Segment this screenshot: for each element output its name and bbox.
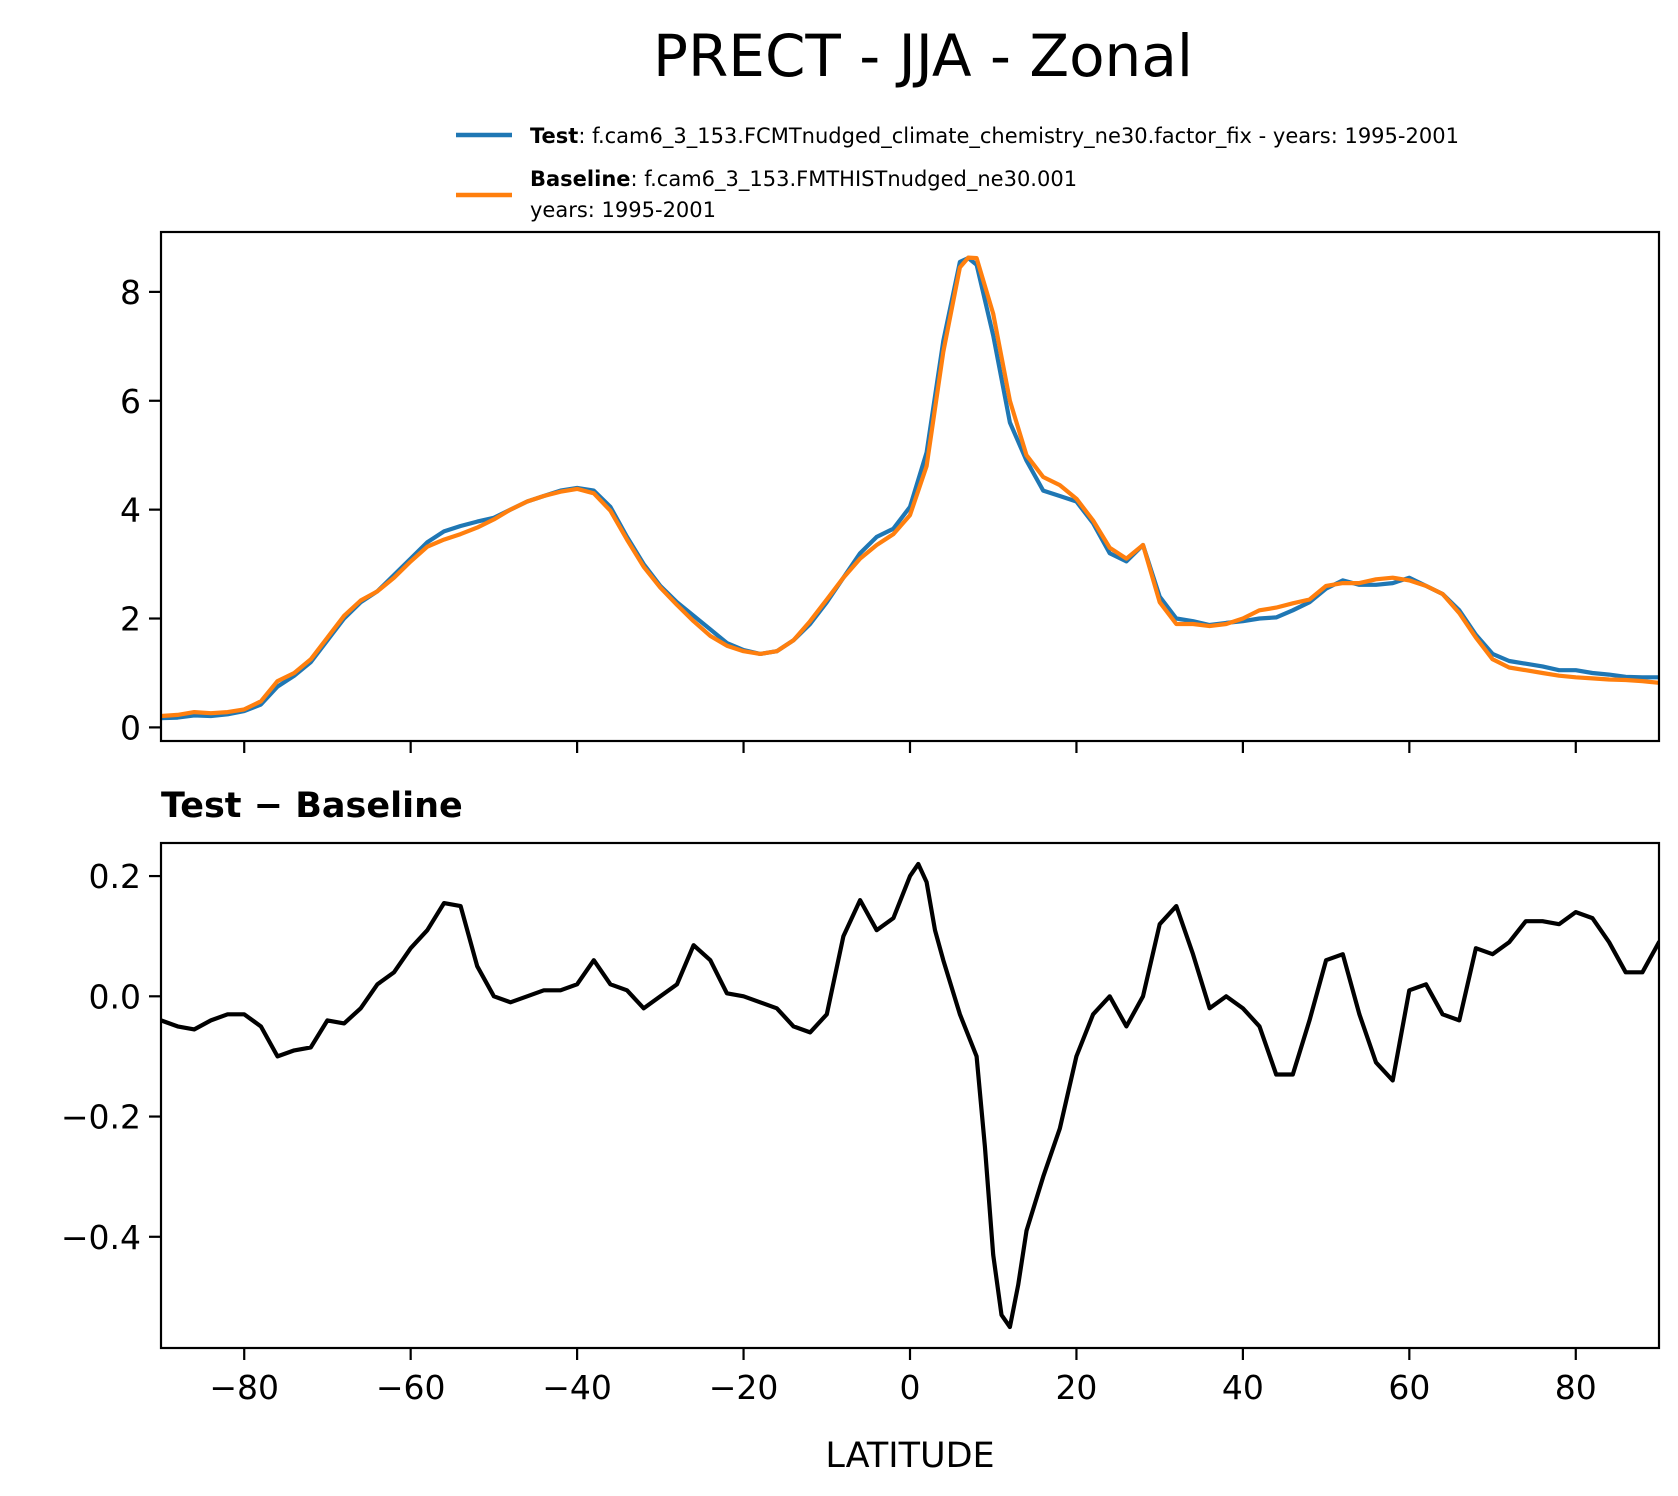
top-series-line-baseline xyxy=(161,255,1659,719)
legend-test-label: Test xyxy=(530,124,578,148)
top-y-tick-label: 4 xyxy=(120,491,141,530)
bottom-x-tick-label: 20 xyxy=(1055,1368,1097,1407)
bottom-series-line-test-baseline xyxy=(161,861,1659,1330)
legend-baseline-label: Baseline xyxy=(530,167,631,191)
bottom-x-tick-label: 0 xyxy=(900,1368,921,1407)
top-panel: 0 2 4 6 8 xyxy=(120,230,1661,753)
legend-entry-test: Test: f.cam6_3_153.FCMTnudged_climate_ch… xyxy=(530,124,1459,149)
top-panel-series xyxy=(161,255,1659,721)
bottom-panel: −80 −60 −40 −20 0 20 40 60 80 0.2 0.0 −0.2 −0.4 xyxy=(61,841,1661,1407)
bottom-x-tick-label: 40 xyxy=(1222,1368,1264,1407)
legend-entry-baseline: Baseline: f.cam6_3_153.FMTHISTnudged_ne3… xyxy=(530,167,1077,192)
top-y-tick-label: 2 xyxy=(120,600,141,639)
legend-baseline-text: : f.cam6_3_153.FMTHISTnudged_ne30.001 xyxy=(631,167,1078,192)
bottom-x-tick-label: 80 xyxy=(1555,1368,1597,1407)
top-panel-frame xyxy=(159,230,1661,743)
bottom-x-tick-label: 60 xyxy=(1388,1368,1430,1407)
top-y-tick-label: 6 xyxy=(120,382,141,421)
x-axis-label: LATITUDE xyxy=(825,1436,994,1476)
bottom-y-tick-label: 0.0 xyxy=(89,977,141,1016)
bottom-y-tick-label: −0.2 xyxy=(61,1098,141,1137)
bottom-panel-frame xyxy=(159,841,1661,1350)
top-series-line-test xyxy=(161,256,1659,721)
legend-test-text: : f.cam6_3_153.FCMTnudged_climate_chemis… xyxy=(578,124,1459,149)
bottom-y-tick-label: 0.2 xyxy=(89,857,141,896)
legend-baseline-years: years: 1995-2001 xyxy=(530,198,716,222)
bottom-panel-series xyxy=(161,861,1659,1330)
bottom-y-tick-label: −0.4 xyxy=(61,1218,141,1257)
bottom-x-tick-label: −60 xyxy=(376,1368,446,1407)
bottom-panel-ticks: −80 −60 −40 −20 0 20 40 60 80 0.2 0.0 −0.2 −0.4 xyxy=(61,857,1597,1407)
top-y-tick-label: 0 xyxy=(120,708,141,747)
bottom-x-tick-label: −20 xyxy=(709,1368,779,1407)
top-y-tick-label: 8 xyxy=(120,273,141,312)
top-panel-ticks: 0 2 4 6 8 xyxy=(120,273,1577,753)
bottom-panel-title: Test − Baseline xyxy=(161,786,463,826)
bottom-x-tick-label: −80 xyxy=(209,1368,279,1407)
bottom-x-tick-label: −40 xyxy=(542,1368,612,1407)
figure-title: PRECT - JJA - Zonal xyxy=(653,22,1193,90)
legend: Test: f.cam6_3_153.FCMTnudged_climate_ch… xyxy=(456,124,1459,222)
